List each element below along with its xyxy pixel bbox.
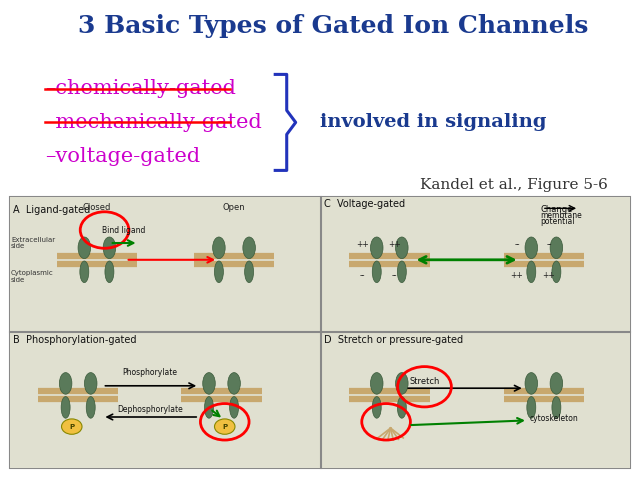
- Text: –voltage-gated: –voltage-gated: [45, 146, 200, 166]
- Ellipse shape: [552, 396, 561, 418]
- Ellipse shape: [527, 396, 536, 418]
- Ellipse shape: [550, 372, 563, 394]
- Ellipse shape: [371, 237, 383, 259]
- Text: 3 Basic Types of Gated Ion Channels: 3 Basic Types of Gated Ion Channels: [77, 14, 588, 38]
- Text: Stretch: Stretch: [410, 376, 440, 385]
- Ellipse shape: [212, 237, 225, 259]
- Ellipse shape: [397, 261, 406, 283]
- Text: Open: Open: [223, 203, 245, 212]
- Circle shape: [61, 419, 82, 434]
- Ellipse shape: [60, 372, 72, 394]
- Text: --: --: [392, 271, 397, 280]
- Ellipse shape: [371, 372, 383, 394]
- Text: involved in signaling: involved in signaling: [320, 113, 547, 132]
- Text: B  Phosphorylation-gated: B Phosphorylation-gated: [13, 335, 136, 345]
- Ellipse shape: [552, 261, 561, 283]
- Text: P: P: [69, 423, 74, 430]
- Text: Dephosphorylate: Dephosphorylate: [117, 405, 183, 414]
- Text: ++: ++: [388, 240, 401, 249]
- Ellipse shape: [228, 372, 241, 394]
- Ellipse shape: [84, 372, 97, 394]
- Ellipse shape: [86, 396, 95, 418]
- Ellipse shape: [372, 261, 381, 283]
- Ellipse shape: [103, 237, 116, 259]
- Ellipse shape: [203, 372, 215, 394]
- Text: Phosphorylate: Phosphorylate: [122, 368, 177, 377]
- Ellipse shape: [230, 396, 239, 418]
- Text: --: --: [360, 271, 365, 280]
- Ellipse shape: [527, 261, 536, 283]
- Ellipse shape: [243, 237, 255, 259]
- Ellipse shape: [61, 396, 70, 418]
- Text: ++: ++: [543, 271, 556, 280]
- FancyBboxPatch shape: [10, 197, 321, 332]
- Ellipse shape: [397, 396, 406, 418]
- Ellipse shape: [525, 372, 538, 394]
- Text: Kandel et al., Figure 5-6: Kandel et al., Figure 5-6: [420, 178, 608, 192]
- Text: --: --: [546, 240, 552, 249]
- Text: –chemically-gated: –chemically-gated: [45, 79, 236, 98]
- Text: Extracellular
side: Extracellular side: [11, 237, 55, 250]
- Text: potential: potential: [541, 217, 575, 227]
- Text: ++: ++: [511, 271, 524, 280]
- Text: ++: ++: [356, 240, 369, 249]
- Text: --: --: [514, 240, 520, 249]
- FancyBboxPatch shape: [10, 332, 321, 468]
- Text: –mechanically-gated: –mechanically-gated: [45, 113, 262, 132]
- Ellipse shape: [105, 261, 114, 283]
- Ellipse shape: [525, 237, 538, 259]
- Ellipse shape: [372, 396, 381, 418]
- FancyBboxPatch shape: [321, 197, 630, 332]
- Ellipse shape: [205, 396, 214, 418]
- FancyBboxPatch shape: [321, 332, 630, 468]
- FancyBboxPatch shape: [10, 197, 630, 468]
- Ellipse shape: [214, 261, 223, 283]
- Ellipse shape: [396, 372, 408, 394]
- Circle shape: [214, 419, 235, 434]
- Ellipse shape: [396, 237, 408, 259]
- Text: Change: Change: [541, 205, 573, 215]
- Ellipse shape: [550, 237, 563, 259]
- Ellipse shape: [244, 261, 253, 283]
- Text: membrane: membrane: [541, 211, 582, 220]
- Ellipse shape: [80, 261, 89, 283]
- Text: cytoskeleton: cytoskeleton: [530, 414, 579, 423]
- Text: A  Ligand-gated: A Ligand-gated: [13, 205, 90, 216]
- Text: P: P: [222, 423, 227, 430]
- Text: Closed: Closed: [83, 203, 111, 212]
- Ellipse shape: [78, 237, 91, 259]
- Text: Bind ligand: Bind ligand: [102, 226, 145, 235]
- Text: Cytoplasmic
side: Cytoplasmic side: [11, 270, 54, 283]
- Text: D  Stretch or pressure-gated: D Stretch or pressure-gated: [324, 335, 463, 345]
- Text: C  Voltage-gated: C Voltage-gated: [324, 199, 406, 209]
